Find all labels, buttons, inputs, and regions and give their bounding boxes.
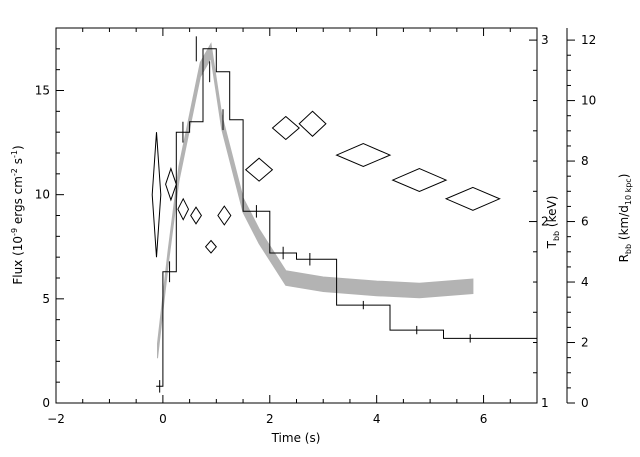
y-axis-label-left: Flux (10-9 ergs cm-2 s-1) xyxy=(10,145,25,284)
x-tick-label: −2 xyxy=(47,412,65,426)
x-axis-label: Time (s) xyxy=(271,431,321,445)
band-area xyxy=(157,42,474,359)
y-tick-label: 15 xyxy=(35,84,50,98)
flux-step-histogram xyxy=(156,36,537,393)
t-tick-label: 1 xyxy=(541,396,549,410)
y-tick-label: 10 xyxy=(35,188,50,202)
r-axis: 0 2 4 6 8 10 12 xyxy=(567,33,596,410)
r-tick-label: 0 xyxy=(581,396,589,410)
diamond-series xyxy=(151,110,501,258)
x-tick-label: 4 xyxy=(373,412,381,426)
t-tick-label: 3 xyxy=(541,33,549,47)
diamond-marker xyxy=(298,110,327,137)
step-line xyxy=(156,48,537,387)
r-tick-label: 4 xyxy=(581,275,589,289)
r-tick-label: 2 xyxy=(581,336,589,350)
plot-frame xyxy=(55,27,538,404)
x-tick-label: 2 xyxy=(266,412,274,426)
x-tick-label: 0 xyxy=(159,412,167,426)
diamond-marker xyxy=(177,197,190,221)
x-tick-label: 6 xyxy=(480,412,488,426)
diamond-marker xyxy=(244,157,274,182)
x-axis: −2 0 2 4 6 xyxy=(47,28,538,426)
diamond-marker xyxy=(271,115,300,141)
y-tick-label: 5 xyxy=(42,292,50,306)
t-axis: 1 2 3 xyxy=(529,33,549,410)
t-tick-label: 2 xyxy=(541,215,549,229)
r-tick-label: 10 xyxy=(581,94,596,108)
r-tick-label: 8 xyxy=(581,154,589,168)
diamond-marker xyxy=(444,186,501,211)
diamond-marker xyxy=(165,167,177,202)
grey-model-band xyxy=(157,42,474,359)
diamond-marker xyxy=(335,143,392,168)
diamond-marker xyxy=(204,239,217,254)
t-axis-label: Tbb (keV) xyxy=(545,196,561,250)
diamond-marker xyxy=(190,206,202,225)
y-tick-label: 0 xyxy=(42,396,50,410)
y-axis-left: 0 5 10 15 xyxy=(35,27,64,410)
r-tick-label: 6 xyxy=(581,215,589,229)
diamond-marker xyxy=(391,168,448,193)
r-tick-label: 12 xyxy=(581,33,596,47)
diamond-marker xyxy=(151,132,162,258)
r-axis-label: Rbb (km/d10 kpc) xyxy=(617,174,633,263)
diamond-marker xyxy=(217,205,232,226)
